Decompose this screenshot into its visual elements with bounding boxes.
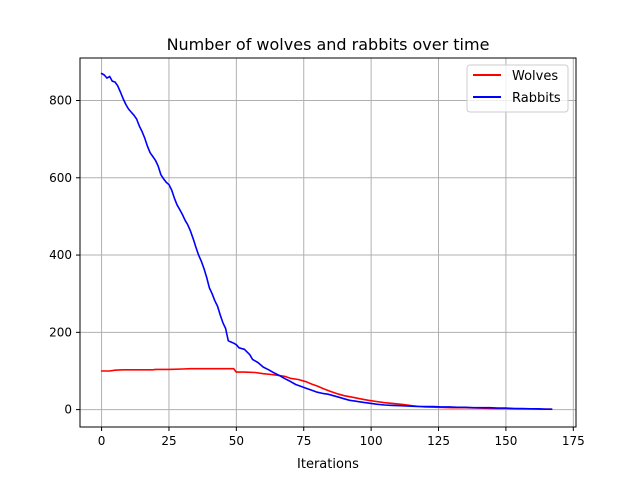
y-tick-label: 800 xyxy=(49,94,72,108)
x-tick-label: 100 xyxy=(360,434,383,448)
legend-label-wolves: Wolves xyxy=(512,69,558,84)
x-tick-label: 25 xyxy=(161,434,176,448)
x-tick-label: 50 xyxy=(229,434,244,448)
gridlines xyxy=(80,58,576,427)
x-tick-label: 0 xyxy=(98,434,106,448)
y-tick-label: 0 xyxy=(64,403,72,417)
x-tick-label: 150 xyxy=(494,434,517,448)
series-line-rabbits xyxy=(100,72,553,411)
x-tick-label: 75 xyxy=(296,434,311,448)
legend-frame xyxy=(466,64,569,113)
x-tick-label: 125 xyxy=(427,434,450,448)
legend-label-rabbits: Rabbits xyxy=(512,91,561,106)
axis-ticks: 0 25 50 75 100 125 150 175 0 200 400 600 800 xyxy=(49,94,585,448)
x-axis-label: Iterations xyxy=(297,457,359,472)
series-lines xyxy=(100,72,553,411)
x-tick-label: 175 xyxy=(562,434,585,448)
plot-area-frame xyxy=(79,57,577,428)
legend: Wolves Rabbits xyxy=(466,64,569,113)
chart-title: Number of wolves and rabbits over time xyxy=(167,35,490,54)
y-tick-label: 400 xyxy=(49,248,72,262)
y-tick-label: 600 xyxy=(49,171,72,185)
y-tick-label: 200 xyxy=(49,325,72,339)
